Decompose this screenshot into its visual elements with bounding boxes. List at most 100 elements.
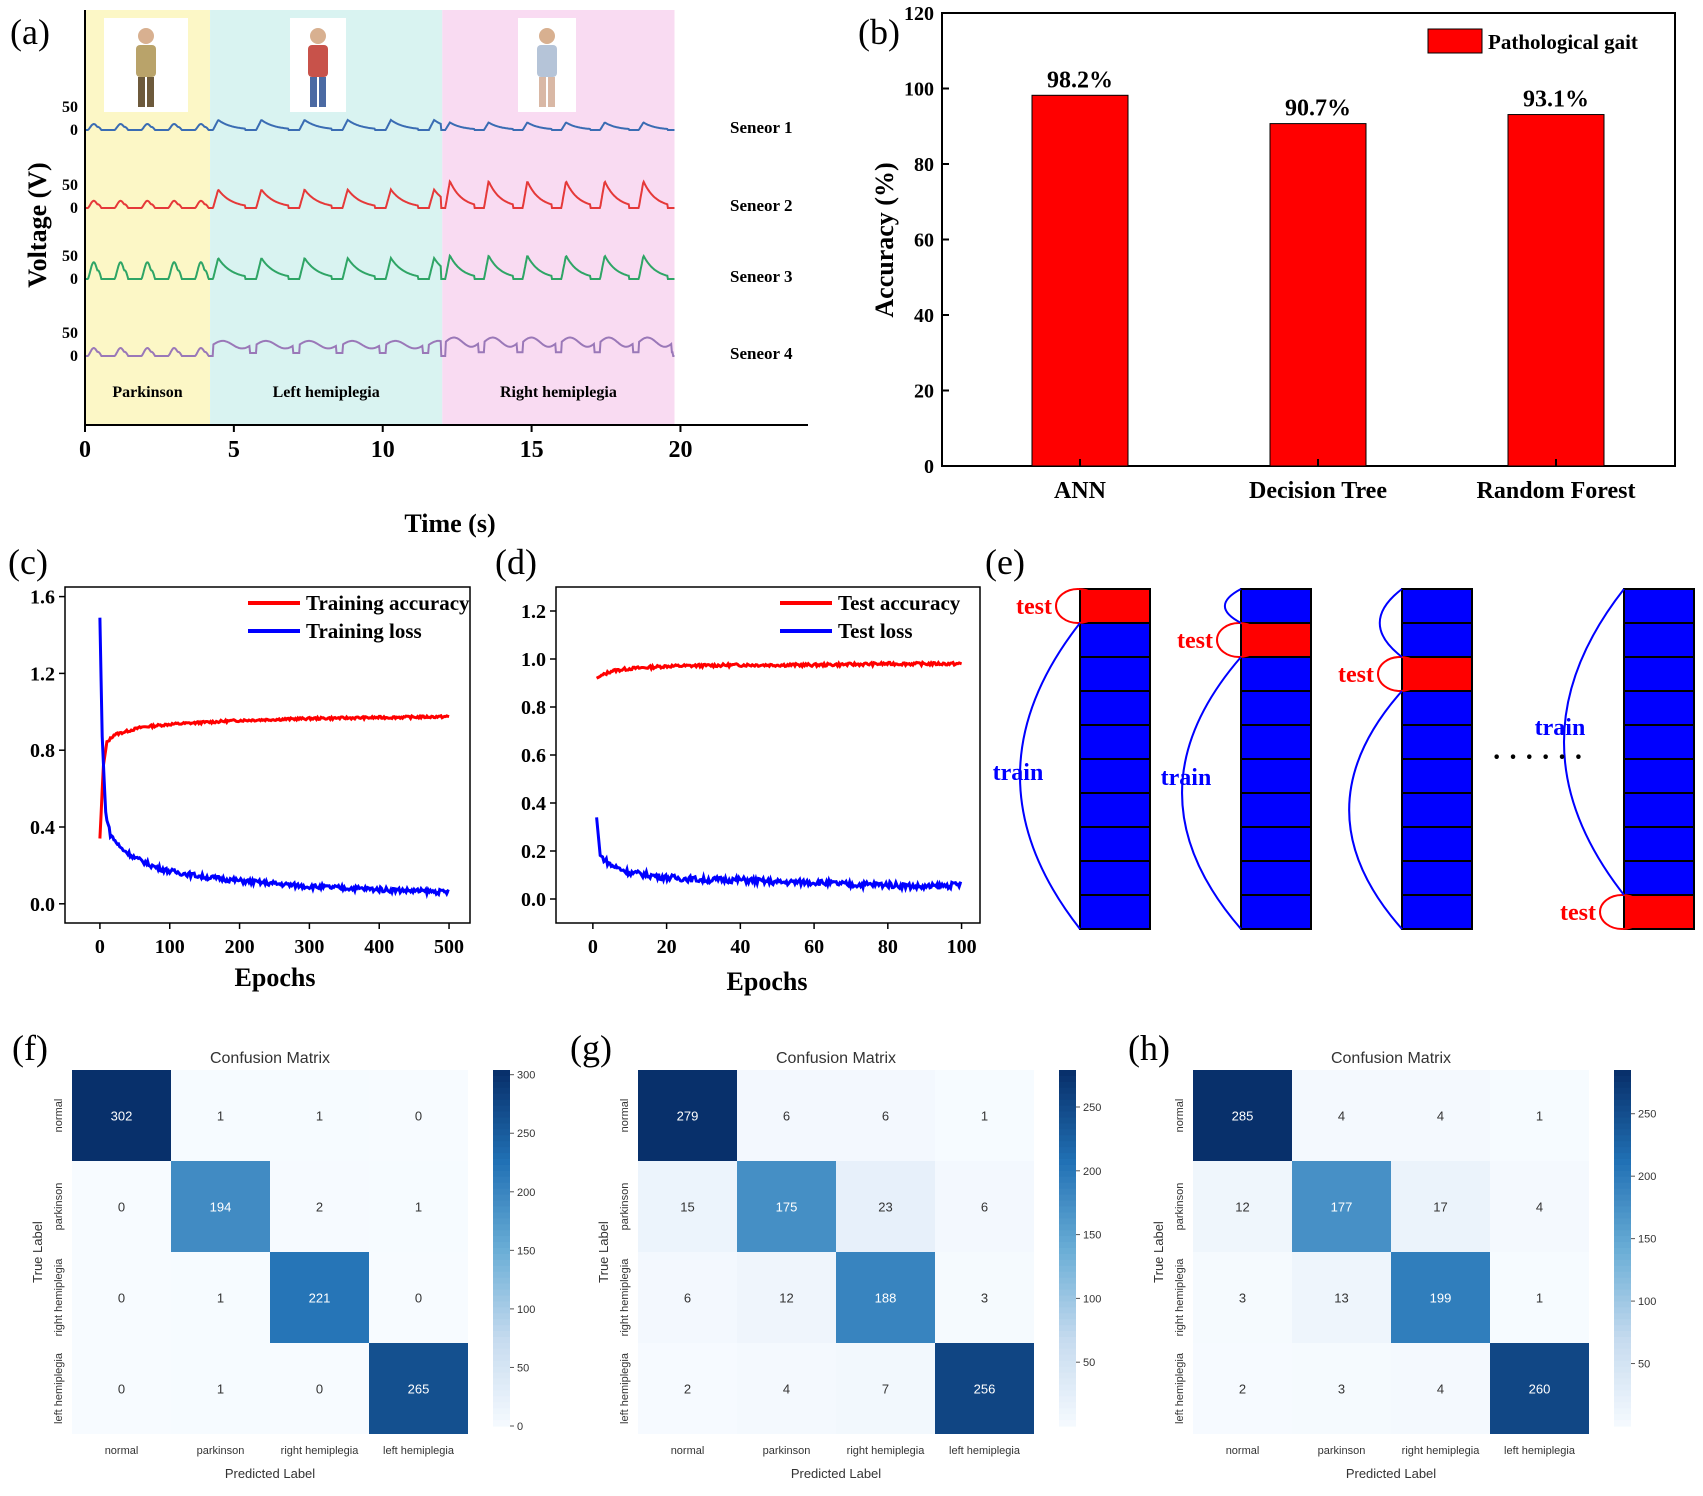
f-plot-cell-1-1 xyxy=(171,1161,270,1252)
h-plot-colorbar-band xyxy=(1614,1265,1631,1273)
f-plot-colorbar-band xyxy=(493,1354,510,1362)
h-plot-colorbar-band xyxy=(1614,1129,1631,1136)
ytick-label: 0.8 xyxy=(521,697,546,719)
g-plot-cell-value-0-1: 6 xyxy=(783,1109,790,1124)
e-fold-0-3 xyxy=(1079,690,1151,726)
c-xlabel: Epochs xyxy=(235,963,316,992)
ytick-label: 1.2 xyxy=(521,601,546,623)
h-plot-colorbar-tick-label: 150 xyxy=(1638,1234,1656,1246)
h-plot-colorbar-band xyxy=(1614,1093,1631,1101)
h-plot-ytick-label-1: parkinson xyxy=(1174,1183,1186,1231)
e-fold-3-6 xyxy=(1623,792,1695,828)
g-plot-ytick-label-1: parkinson xyxy=(619,1183,631,1231)
f-plot-colorbar-band xyxy=(493,1342,510,1350)
g-plot-cell-value-3-1: 4 xyxy=(783,1382,790,1397)
g-plot-colorbar-band xyxy=(1059,1337,1076,1344)
h-plot-colorbar-band xyxy=(1614,1070,1631,1077)
e-fold-1-5 xyxy=(1240,758,1312,794)
e-fold-2-0 xyxy=(1401,588,1473,624)
person-head xyxy=(138,28,154,44)
h-plot-colorbar-tick-label: 250 xyxy=(1638,1109,1656,1121)
g-plot-cell-value-3-2: 7 xyxy=(882,1382,889,1397)
e-fold-1-8 xyxy=(1240,860,1312,896)
h-plot-colorbar-band xyxy=(1614,1342,1631,1350)
xtick-label: 20 xyxy=(657,936,677,958)
xtick-label: 100 xyxy=(947,936,977,958)
f-plot-cell-value-2-3: 0 xyxy=(415,1291,422,1306)
f-plot-colorbar-band xyxy=(493,1408,510,1415)
f-plot-colorbar-band xyxy=(493,1242,510,1249)
xtick-label: 300 xyxy=(294,936,324,958)
e-test-label-0: test xyxy=(1016,594,1052,620)
e-train-label-1: train xyxy=(1161,765,1212,791)
f-plot-colorbar-band xyxy=(493,1164,510,1172)
e-fold-1-7 xyxy=(1240,826,1312,862)
ytick-label: 0.6 xyxy=(521,745,546,767)
b-bar-1 xyxy=(1269,123,1367,467)
f-plot-colorbar-band xyxy=(493,1230,510,1237)
a-ylabel: Voltage (V) xyxy=(23,162,52,287)
g-plot-colorbar-band xyxy=(1059,1259,1076,1267)
a-series-line-4 xyxy=(85,336,675,357)
h-plot-colorbar-band xyxy=(1614,1206,1631,1213)
h-plot-colorbar-tick-label: 50 xyxy=(1638,1359,1650,1371)
g-plot-colorbar-band xyxy=(1059,1248,1076,1255)
ytick-label: 0.4 xyxy=(521,793,546,815)
h-plot-xtick-label-1: parkinson xyxy=(1318,1445,1366,1457)
d-plot-legend-label-0: Test accuracy xyxy=(838,591,961,615)
panel-label-g: (g) xyxy=(570,1028,612,1068)
a-series-label-1: Seneor 1 xyxy=(730,118,793,137)
g-plot-cell-value-0-2: 6 xyxy=(882,1109,889,1124)
a-ytick-50-3: 50 xyxy=(62,248,78,265)
b-ytick-label: 40 xyxy=(914,305,934,327)
f-plot-cell-2-3 xyxy=(369,1252,468,1343)
a-series-line-3 xyxy=(85,253,675,280)
g-plot-cell-1-0 xyxy=(638,1161,737,1252)
g-plot-cell-value-3-0: 2 xyxy=(684,1382,691,1397)
h-plot-cell-3-0 xyxy=(1193,1343,1292,1434)
g-plot-cell-3-3 xyxy=(935,1343,1034,1434)
g-plot-colorbar-band xyxy=(1059,1277,1076,1285)
h-plot-xtick-label-2: right hemiplegia xyxy=(1402,1445,1481,1457)
e-fold-3-8 xyxy=(1623,860,1695,896)
e-train-bracket-1-1 xyxy=(1181,656,1242,930)
h-plot-cell-value-1-0: 12 xyxy=(1235,1200,1249,1215)
g-plot-colorbar-band xyxy=(1059,1236,1076,1243)
g-plot-colorbar-band xyxy=(1059,1325,1076,1332)
f-plot-colorbar-band xyxy=(493,1319,510,1326)
g-plot-colorbar-tick-label: 250 xyxy=(1083,1102,1101,1114)
h-plot-colorbar-band xyxy=(1614,1141,1631,1148)
ytick-label: 1.0 xyxy=(521,649,546,671)
e-fold-2-3 xyxy=(1401,690,1473,726)
person-leg-left xyxy=(138,77,145,107)
person-leg-left xyxy=(539,77,546,107)
e-fold-3-3 xyxy=(1623,690,1695,726)
a-ytick-0-3: 0 xyxy=(70,271,78,288)
a-series-label-3: Seneor 3 xyxy=(730,267,793,286)
g-plot-xtick-label-3: left hemiplegia xyxy=(949,1445,1021,1457)
h-plot-cell-value-0-3: 1 xyxy=(1536,1109,1543,1124)
f-plot-cell-3-2 xyxy=(270,1343,369,1434)
g-plot-cell-3-0 xyxy=(638,1343,737,1434)
e-test-bracket-0 xyxy=(1055,588,1101,624)
f-plot-cell-0-3 xyxy=(369,1070,468,1161)
h-plot-colorbar-band xyxy=(1614,1354,1631,1362)
g-plot-cell-0-2 xyxy=(836,1070,935,1161)
g-plot-xlabel: Predicted Label xyxy=(791,1466,881,1481)
g-plot-colorbar-band xyxy=(1059,1123,1076,1130)
xtick-label: 400 xyxy=(364,936,394,958)
e-fold-1-3 xyxy=(1240,690,1312,726)
e-fold-1-9 xyxy=(1240,894,1312,930)
h-plot-cell-value-3-1: 3 xyxy=(1338,1382,1345,1397)
f-plot-colorbar-band xyxy=(493,1271,510,1279)
b-bar-value-label-2: 93.1% xyxy=(1523,87,1589,113)
h-plot-colorbar-band xyxy=(1614,1366,1631,1374)
g-plot-cell-value-2-1: 12 xyxy=(779,1291,793,1306)
f-plot-colorbar-band xyxy=(493,1129,510,1136)
b-ytick-label: 80 xyxy=(914,154,934,176)
g-plot-colorbar-band xyxy=(1059,1408,1076,1415)
h-plot-colorbar-band xyxy=(1614,1117,1631,1124)
f-plot-colorbar-band xyxy=(493,1087,510,1095)
